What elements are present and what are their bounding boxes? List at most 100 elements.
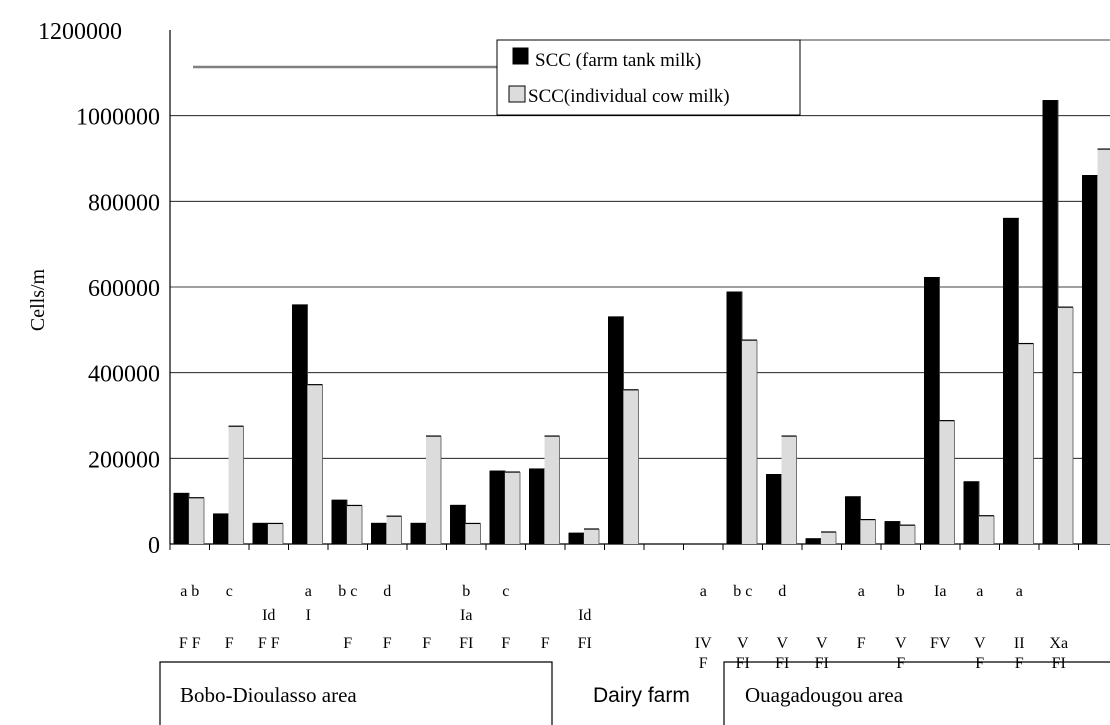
x-code-row3-7: FI xyxy=(459,635,473,652)
bar-s0-19 xyxy=(924,277,940,545)
x-category-codes: a b c a b c d b c a b c d a b Ia a a Id I Ia Id F F F F F F F F F… xyxy=(179,583,1068,672)
bar-s0-10 xyxy=(568,532,585,545)
bar-s1-7 xyxy=(465,523,481,544)
x-code-row1-21: a xyxy=(1016,583,1023,600)
bar-s0-22 xyxy=(1042,100,1059,545)
group-label-dairy-farm: Dairy farm xyxy=(593,684,690,707)
x-code-row4-13: F xyxy=(699,655,708,672)
bar-s0-21 xyxy=(1003,217,1019,545)
bar-s1-5 xyxy=(386,516,402,544)
group-box-ouaga xyxy=(723,661,1110,725)
bar-s0-11 xyxy=(608,316,624,545)
x-code-row2-10: Id xyxy=(578,607,591,624)
x-code-row3-8: F xyxy=(501,635,510,652)
bar-s1-16 xyxy=(821,532,836,544)
x-code-row3-5: F xyxy=(383,635,392,652)
x-code-row3-19: FV xyxy=(930,635,951,652)
x-code-row2-2: Id xyxy=(262,607,275,624)
bar-s0-8 xyxy=(489,470,506,545)
group-label-bobo: Bobo-Dioulasso area xyxy=(180,683,357,707)
y-tick-label-2: 400000 xyxy=(88,362,160,388)
x-code-row2-3: I xyxy=(306,607,311,624)
bar-s1-2 xyxy=(268,523,283,544)
bar-s0-14 xyxy=(726,291,743,545)
y-tick-label-3: 600000 xyxy=(88,276,160,302)
x-code-row1-8: c xyxy=(502,583,509,600)
bar-s1-17 xyxy=(860,519,876,544)
bar-s1-22 xyxy=(1058,307,1073,544)
x-code-row3-4: F xyxy=(343,635,352,652)
bar-s0-0 xyxy=(173,492,190,545)
x-code-row3-2: F F xyxy=(258,635,280,652)
x-code-row1-14: b c xyxy=(733,583,752,600)
x-code-row1-19: Ia xyxy=(934,583,946,600)
x-code-row3-18: V xyxy=(895,635,907,652)
x-code-row1-13: a xyxy=(700,583,707,600)
x-code-row1-3: a xyxy=(305,583,312,600)
legend: SCC (farm tank milk) SCC(individual cow … xyxy=(193,39,1110,116)
x-code-row1-1: c xyxy=(226,583,233,600)
bar-s0-7 xyxy=(450,504,466,545)
bar-s1-15 xyxy=(781,436,797,544)
x-code-row3-0: F F xyxy=(179,635,201,652)
x-code-row3-17: F xyxy=(857,635,866,652)
bar-s1-3 xyxy=(307,384,323,544)
bar-s0-16 xyxy=(805,538,822,545)
legend-label-individual: SCC(individual cow milk) xyxy=(528,86,730,107)
y-axis-label: Cells/m xyxy=(27,268,49,331)
x-code-row1-4: b c xyxy=(338,583,357,600)
x-code-row1-5: d xyxy=(383,583,391,600)
bar-s0-23 xyxy=(1082,175,1098,545)
x-code-row1-18: b xyxy=(897,583,905,600)
bar-s0-2 xyxy=(252,522,269,545)
bar-s0-17 xyxy=(845,496,861,545)
x-code-row3-13: IV xyxy=(695,635,712,652)
bar-s1-0 xyxy=(189,497,204,544)
bar-s0-6 xyxy=(410,522,427,545)
x-code-row3-22: Xa xyxy=(1049,635,1068,652)
x-code-row3-6: F xyxy=(422,635,431,652)
x-code-row4-21: F xyxy=(1015,655,1024,672)
legend-box xyxy=(496,39,801,116)
x-code-row3-21: II xyxy=(1014,635,1025,652)
bar-s0-4 xyxy=(331,499,348,545)
bar-s1-14 xyxy=(742,340,757,544)
x-code-row3-16: V xyxy=(816,635,828,652)
legend-label-farm-tank: SCC (farm tank milk) xyxy=(535,50,701,71)
bar-s1-11 xyxy=(623,389,639,544)
x-code-row1-17: a xyxy=(858,583,865,600)
x-code-row1-15: d xyxy=(778,583,786,600)
bar-s1-20 xyxy=(979,515,994,544)
y-tick-label-1: 200000 xyxy=(88,447,160,473)
y-tick-label-4: 800000 xyxy=(88,190,160,216)
group-box-bobo xyxy=(159,661,553,725)
bar-s1-10 xyxy=(584,529,599,544)
bar-s1-23 xyxy=(1097,149,1110,544)
x-code-row3-14: V xyxy=(737,635,749,652)
x-code-row3-1: F xyxy=(225,635,234,652)
x-code-row1-0: a b xyxy=(180,583,199,600)
x-code-row4-22: FI xyxy=(1052,655,1066,672)
x-code-row3-20: V xyxy=(974,635,986,652)
bar-s1-6 xyxy=(426,436,441,544)
y-tick-label-0: 0 xyxy=(148,533,160,559)
bar-s0-9 xyxy=(529,468,545,545)
legend-swatch-individual xyxy=(508,85,526,103)
x-code-row4-15: FI xyxy=(775,655,789,672)
bar-s0-20 xyxy=(963,481,980,545)
bar-s1-9 xyxy=(544,436,560,544)
x-code-row4-16: FI xyxy=(815,655,829,672)
y-tick-label-6: 1200000 xyxy=(38,19,122,45)
bar-s0-18 xyxy=(884,521,901,545)
bar-s0-5 xyxy=(371,522,387,545)
x-code-row1-7: b xyxy=(462,583,470,600)
legend-swatch-farm-tank xyxy=(512,47,529,65)
x-code-row3-9: F xyxy=(541,635,550,652)
x-code-row4-18: F xyxy=(896,655,905,672)
bar-s1-4 xyxy=(347,505,362,544)
bar-s0-15 xyxy=(766,474,782,545)
y-tick-labels: 0 200000 400000 600000 800000 1000000 1200000 xyxy=(38,19,160,559)
bar-s0-1 xyxy=(213,513,229,545)
bar-s1-1 xyxy=(228,426,244,544)
